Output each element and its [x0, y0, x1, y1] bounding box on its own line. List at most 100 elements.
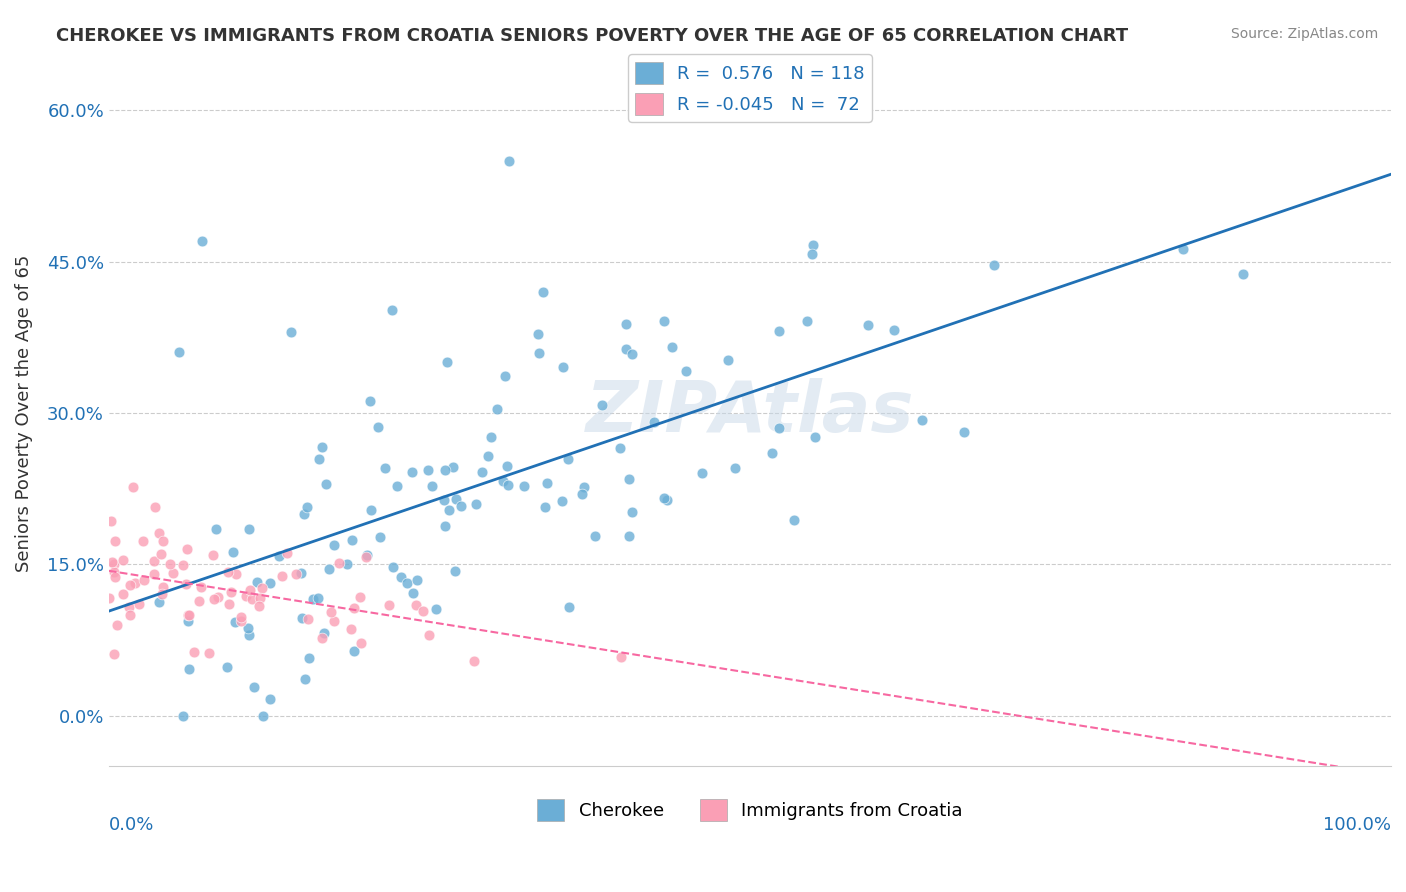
Point	[100, 515, 122, 529]
Point	[405, 598, 427, 612]
Point	[124, 575, 146, 590]
Legend: Cherokee, Immigrants from Croatia: Cherokee, Immigrants from Croatia	[530, 791, 970, 828]
Point	[783, 513, 806, 527]
Point	[112, 553, 135, 567]
Point	[368, 530, 391, 544]
Point	[229, 614, 252, 628]
Point	[252, 709, 274, 723]
Point	[496, 478, 519, 492]
Point	[292, 507, 315, 521]
Point	[513, 478, 536, 492]
Point	[359, 394, 381, 409]
Point	[444, 491, 467, 506]
Point	[360, 503, 382, 517]
Point	[652, 314, 675, 328]
Point	[318, 562, 340, 576]
Point	[444, 564, 467, 578]
Point	[239, 582, 262, 597]
Point	[856, 318, 879, 332]
Point	[800, 247, 823, 261]
Point	[174, 577, 197, 591]
Point	[803, 430, 825, 444]
Point	[425, 602, 447, 616]
Point	[103, 565, 125, 579]
Point	[280, 325, 302, 339]
Point	[120, 608, 142, 623]
Point	[378, 598, 401, 612]
Point	[527, 346, 550, 360]
Point	[183, 645, 205, 659]
Point	[356, 548, 378, 562]
Text: 0.0%: 0.0%	[108, 816, 155, 834]
Point	[250, 581, 273, 595]
Point	[328, 557, 350, 571]
Point	[342, 533, 364, 547]
Point	[149, 547, 172, 561]
Point	[494, 368, 516, 383]
Point	[297, 500, 319, 514]
Point	[238, 628, 260, 642]
Point	[122, 480, 145, 494]
Point	[420, 479, 443, 493]
Point	[761, 446, 783, 460]
Point	[479, 430, 502, 444]
Point	[911, 413, 934, 427]
Point	[551, 359, 574, 374]
Point	[621, 505, 644, 519]
Point	[374, 461, 396, 475]
Point	[218, 597, 240, 611]
Point	[354, 549, 377, 564]
Point	[284, 567, 307, 582]
Point	[111, 587, 134, 601]
Point	[314, 626, 336, 640]
Point	[150, 587, 173, 601]
Point	[249, 591, 271, 605]
Point	[315, 477, 337, 491]
Point	[336, 557, 359, 571]
Point	[527, 327, 550, 342]
Point	[219, 584, 242, 599]
Point	[103, 647, 125, 661]
Point	[724, 461, 747, 475]
Point	[145, 500, 167, 514]
Point	[418, 628, 440, 642]
Point	[609, 442, 631, 456]
Point	[953, 425, 976, 440]
Point	[322, 537, 344, 551]
Point	[620, 347, 643, 361]
Point	[243, 681, 266, 695]
Point	[143, 567, 166, 582]
Point	[477, 449, 499, 463]
Point	[385, 479, 408, 493]
Point	[418, 463, 440, 477]
Point	[495, 458, 517, 473]
Point	[238, 522, 260, 536]
Point	[1232, 267, 1254, 281]
Point	[177, 608, 200, 623]
Point	[101, 556, 124, 570]
Point	[381, 303, 404, 318]
Point	[391, 570, 413, 584]
Point	[1171, 242, 1194, 256]
Text: ZIPAtlas: ZIPAtlas	[586, 378, 914, 448]
Point	[395, 576, 418, 591]
Point	[796, 314, 818, 328]
Point	[222, 545, 245, 559]
Point	[259, 576, 281, 591]
Point	[768, 324, 790, 338]
Point	[463, 654, 485, 668]
Point	[308, 452, 330, 467]
Point	[768, 421, 790, 435]
Point	[172, 709, 194, 723]
Point	[311, 440, 333, 454]
Point	[107, 618, 129, 632]
Point	[311, 631, 333, 645]
Point	[235, 589, 257, 603]
Point	[225, 567, 247, 582]
Point	[382, 559, 405, 574]
Point	[297, 612, 319, 626]
Point	[207, 591, 229, 605]
Point	[294, 672, 316, 686]
Point	[655, 492, 678, 507]
Point	[450, 500, 472, 514]
